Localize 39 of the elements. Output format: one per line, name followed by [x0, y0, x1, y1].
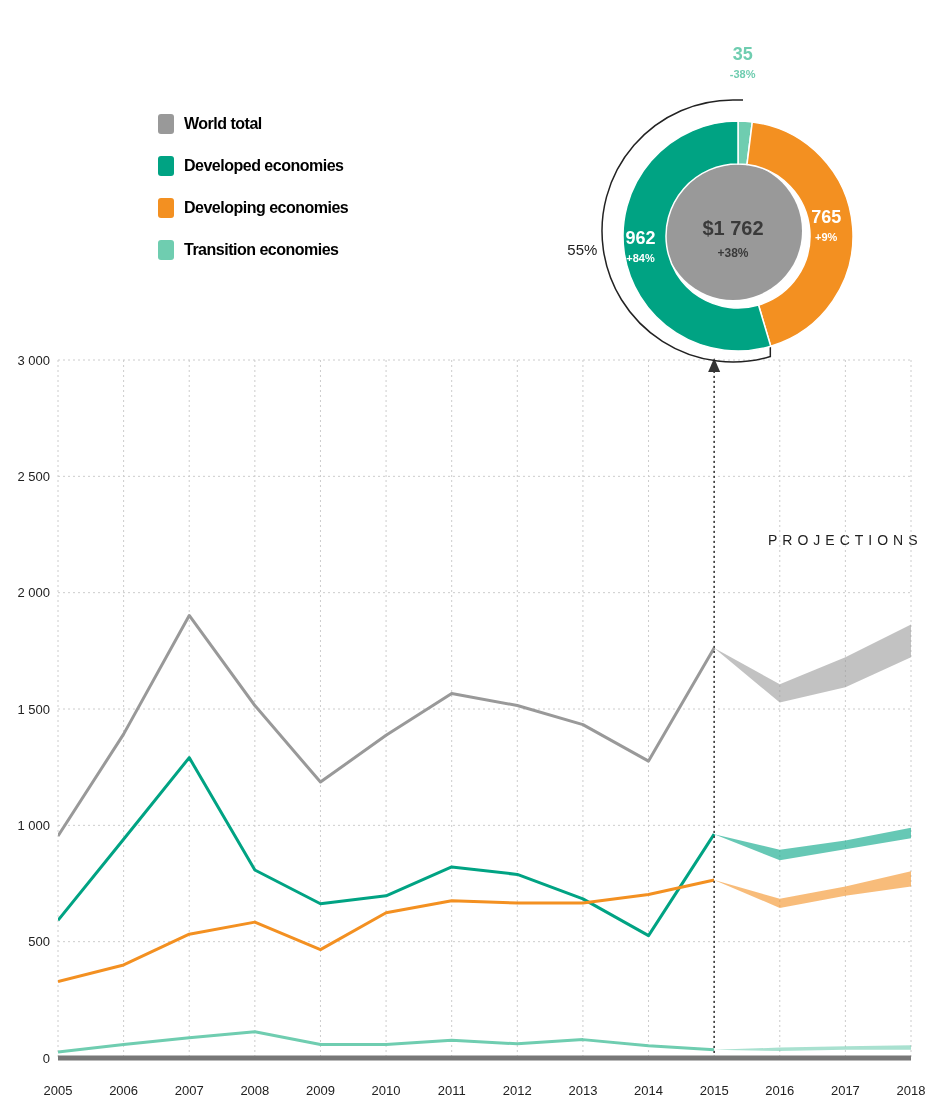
data-label: 962 — [625, 228, 656, 249]
y-tick-label: 500 — [28, 934, 50, 950]
x-tick-label: 2014 — [634, 1083, 663, 1099]
line-series — [58, 613, 716, 838]
text: -38% — [729, 68, 756, 81]
legend-label: World total — [184, 115, 262, 133]
legend-label: Transition economies — [184, 241, 339, 259]
text: +38% — [717, 246, 749, 260]
y-tick-label: 2 000 — [17, 585, 50, 601]
x-tick-label: 2008 — [240, 1083, 270, 1099]
x-tick-label: 2017 — [830, 1083, 860, 1099]
line-series — [58, 756, 716, 938]
x-tick-label: 2013 — [568, 1083, 598, 1099]
y-tick-label: 1 500 — [17, 701, 50, 717]
text: +9% — [815, 231, 838, 244]
x-tick-label: 2007 — [174, 1083, 204, 1099]
x-tick-label: 2012 — [502, 1083, 532, 1099]
legend-label: Developed economies — [184, 157, 344, 175]
x-tick-label: 2005 — [43, 1083, 73, 1099]
x-tick-label: 2016 — [765, 1083, 795, 1099]
text: +84% — [626, 252, 655, 265]
x-tick-label: 2009 — [306, 1083, 335, 1099]
y-tick-label: 0 — [42, 1050, 50, 1066]
x-tick-label: 2006 — [109, 1083, 139, 1099]
x-tick-label: 2011 — [437, 1083, 466, 1099]
x-tick-label: 2018 — [896, 1083, 926, 1099]
legend-label: Developing economies — [184, 199, 349, 217]
x-tick-label: 2010 — [371, 1083, 401, 1099]
y-tick-label: 3 000 — [17, 352, 50, 368]
y-tick-label: 2 500 — [17, 468, 50, 484]
text: $1 762 — [702, 217, 764, 239]
line-series — [58, 878, 716, 983]
x-tick-label: 2015 — [699, 1083, 729, 1099]
annotation: PROJECTIONS — [768, 532, 923, 548]
data-label: 765 — [811, 207, 842, 228]
data-label: 35 — [732, 44, 753, 65]
line-series — [58, 1030, 716, 1054]
text: 55% — [567, 240, 598, 258]
y-tick-label: 1 000 — [17, 817, 50, 833]
